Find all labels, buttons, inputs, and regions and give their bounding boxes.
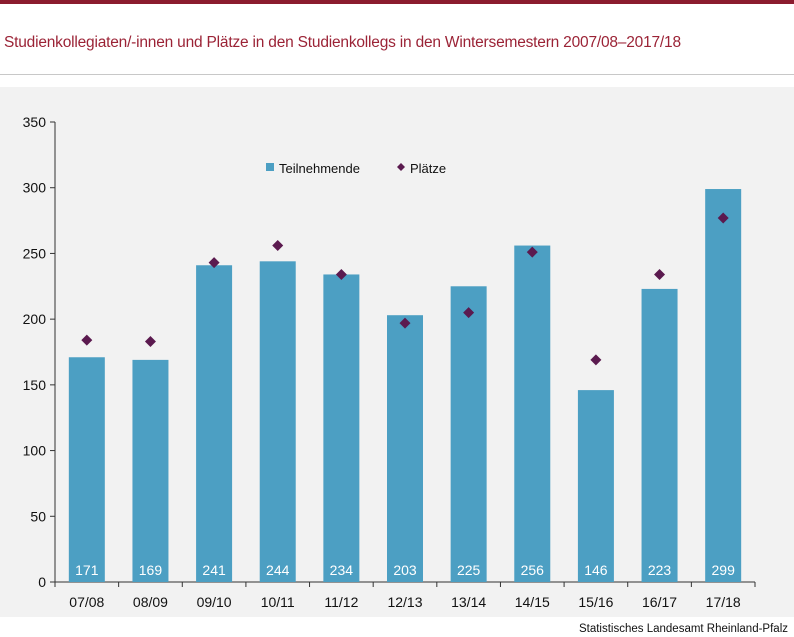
x-tick-label: 13/14 bbox=[451, 594, 486, 610]
bar-data-label: 256 bbox=[521, 562, 545, 578]
plaetze-marker-11-12 bbox=[335, 268, 347, 280]
plaetze-marker-10-11 bbox=[272, 240, 284, 252]
bar-teilnehmende-17-18 bbox=[705, 189, 742, 582]
bar-teilnehmende-15-16 bbox=[577, 390, 614, 582]
x-tick-label: 16/17 bbox=[642, 594, 677, 610]
bar-data-label: 203 bbox=[393, 562, 417, 578]
y-tick-label: 250 bbox=[23, 245, 47, 261]
plaetze-marker-09-10 bbox=[208, 257, 220, 269]
legend-label-teilnehmende: Teilnehmende bbox=[279, 161, 360, 176]
plaetze-marker-17-18 bbox=[717, 212, 729, 224]
x-tick-label: 12/13 bbox=[387, 594, 422, 610]
x-tick-label: 17/18 bbox=[706, 594, 741, 610]
x-tick-label: 07/08 bbox=[69, 594, 104, 610]
bar-data-label: 169 bbox=[139, 562, 163, 578]
plaetze-marker-13-14 bbox=[463, 307, 475, 319]
bar-teilnehmende-16-17 bbox=[641, 288, 678, 582]
legend-marker-plaetze bbox=[397, 163, 405, 171]
y-tick-label: 100 bbox=[23, 443, 47, 459]
plaetze-marker-16-17 bbox=[654, 268, 666, 280]
y-tick-label: 350 bbox=[23, 114, 47, 130]
legend-swatch-teilnehmende bbox=[266, 163, 274, 171]
bar-data-label: 225 bbox=[457, 562, 481, 578]
y-tick-label: 200 bbox=[23, 311, 47, 327]
y-tick-label: 150 bbox=[23, 377, 47, 393]
bar-data-label: 299 bbox=[712, 562, 736, 578]
chart-panel: 0 50 100 150 200 250 300 350 171 07/08 169 08/09 241… bbox=[0, 87, 794, 617]
bar-teilnehmende-08-09 bbox=[132, 359, 169, 582]
plaetze-marker-07-08 bbox=[81, 334, 93, 346]
plaetze-marker-08-09 bbox=[144, 335, 156, 347]
y-tick-label: 50 bbox=[30, 508, 46, 524]
plaetze-marker-15-16 bbox=[590, 354, 602, 366]
bar-data-label: 244 bbox=[266, 562, 290, 578]
x-tick-label: 08/09 bbox=[133, 594, 168, 610]
title-divider bbox=[0, 74, 794, 75]
bar-chart: 0 50 100 150 200 250 300 350 171 07/08 169 08/09 241… bbox=[23, 114, 756, 610]
source-note: Statistisches Landesamt Rheinland-Pfalz bbox=[578, 623, 788, 635]
y-tick-label: 0 bbox=[38, 574, 46, 590]
plaetze-marker-14-15 bbox=[526, 246, 538, 258]
x-tick-label: 09/10 bbox=[197, 594, 232, 610]
bar-data-label: 234 bbox=[330, 562, 354, 578]
bar-teilnehmende-11-12 bbox=[323, 274, 360, 582]
bar-teilnehmende-09-10 bbox=[196, 265, 233, 582]
bar-data-label: 241 bbox=[202, 562, 226, 578]
x-tick-label: 11/12 bbox=[324, 594, 358, 610]
bar-data-label: 171 bbox=[75, 562, 99, 578]
bar-teilnehmende-13-14 bbox=[450, 286, 487, 582]
y-tick-label: 300 bbox=[23, 180, 47, 196]
bar-teilnehmende-14-15 bbox=[514, 245, 551, 583]
plaetze-marker-12-13 bbox=[399, 317, 411, 329]
bar-data-label: 146 bbox=[584, 562, 608, 578]
bar-teilnehmende-07-08 bbox=[68, 357, 105, 582]
chart-title: Studienkollegiaten/-innen und Plätze in … bbox=[4, 34, 681, 51]
bar-teilnehmende-12-13 bbox=[387, 315, 423, 582]
top-accent-bar bbox=[0, 0, 794, 4]
x-tick-label: 14/15 bbox=[515, 594, 550, 610]
bar-data-label: 223 bbox=[648, 562, 672, 578]
bar-teilnehmende-10-11 bbox=[259, 261, 296, 582]
legend-label-plaetze: Plätze bbox=[410, 161, 446, 176]
x-tick-label: 10/11 bbox=[261, 594, 295, 610]
x-tick-label: 15/16 bbox=[578, 594, 613, 610]
